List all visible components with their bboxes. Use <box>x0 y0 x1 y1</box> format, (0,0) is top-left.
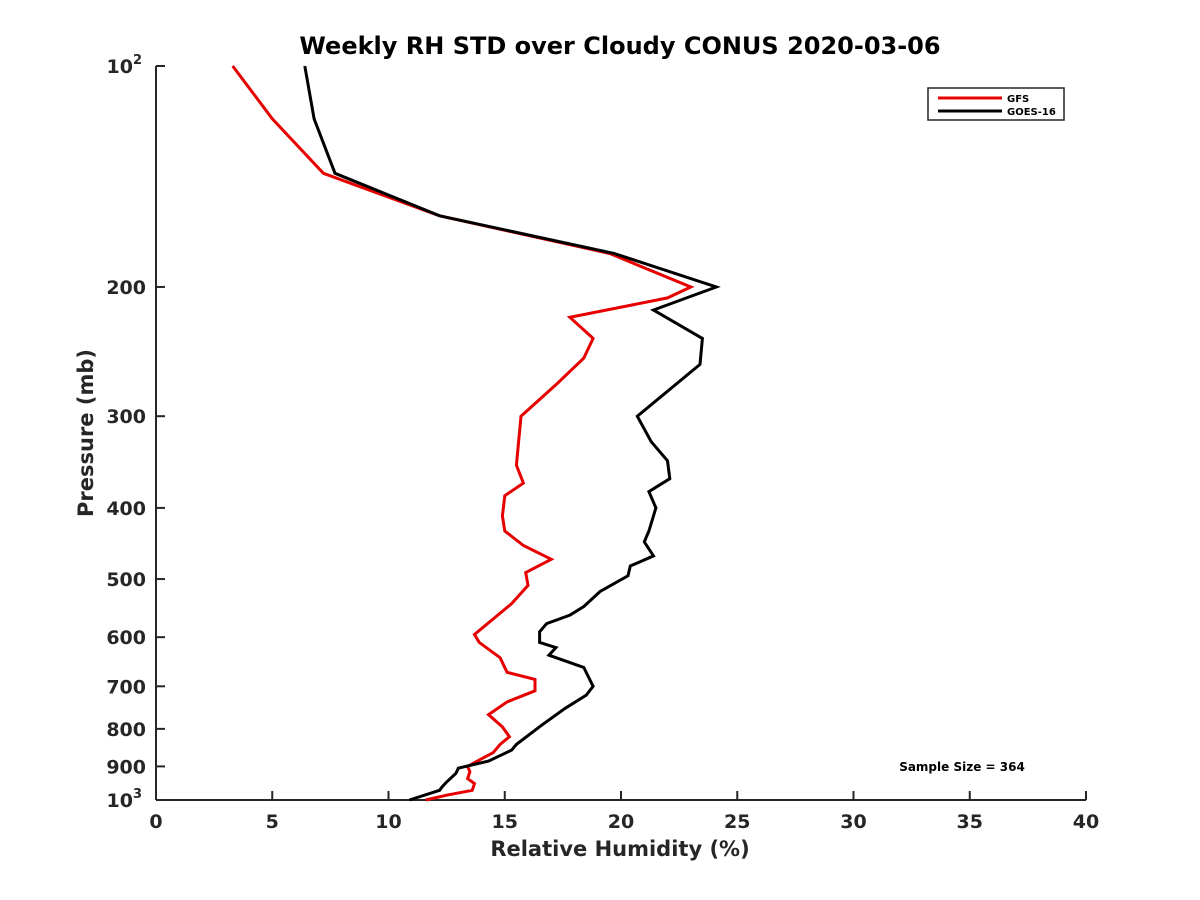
legend-label: GFS <box>1007 94 1029 105</box>
sample-size-annotation: Sample Size = 364 <box>899 760 1025 774</box>
y-tick-label: 600 <box>106 627 146 649</box>
y-tick-label: 103 <box>107 787 143 812</box>
y-tick-label: 102 <box>107 53 143 78</box>
legend: GFS GOES-16 <box>927 87 1065 121</box>
x-tick-label: 30 <box>840 811 866 833</box>
y-tick-label: 400 <box>106 498 146 520</box>
y-tick-label: 800 <box>106 719 146 741</box>
legend-label: GOES-16 <box>1007 107 1056 118</box>
x-tick-label: 10 <box>375 811 401 833</box>
series-line-gfs <box>231 65 695 802</box>
x-tick-label: 40 <box>1073 811 1099 833</box>
y-tick-label: 900 <box>106 756 146 778</box>
x-tick-label: 5 <box>266 811 279 833</box>
legend-box <box>927 87 1065 121</box>
y-tick-label: 700 <box>106 676 146 698</box>
chart-title: Weekly RH STD over Cloudy CONUS 2020-03-… <box>299 32 940 60</box>
y-tick-label: 500 <box>106 569 146 591</box>
x-tick-label: 20 <box>608 811 634 833</box>
x-tick-label: 15 <box>492 811 518 833</box>
series-line-goes-16 <box>303 65 721 802</box>
y-tick-label: 300 <box>106 406 146 428</box>
plot-area: 0 5 10 15 20 25 30 35 40 102 200 300 400 500 600 700 800… <box>106 53 1099 833</box>
y-axis-label: Pressure (mb) <box>74 349 98 517</box>
y-tick-label: 200 <box>106 277 146 299</box>
x-axis-label: Relative Humidity (%) <box>490 837 749 861</box>
x-tick-label: 25 <box>724 811 750 833</box>
x-tick-label: 0 <box>149 811 162 833</box>
x-tick-label: 35 <box>957 811 983 833</box>
